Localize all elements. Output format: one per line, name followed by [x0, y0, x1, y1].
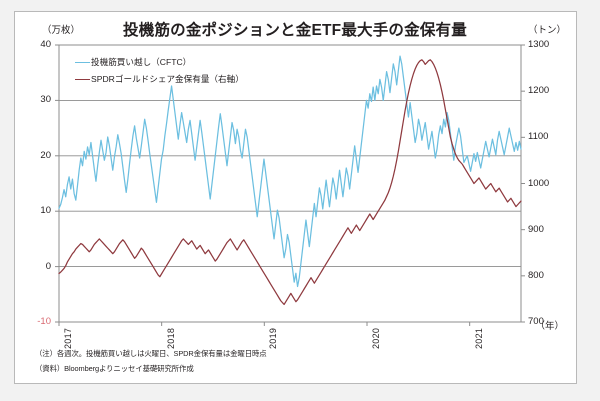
left-axis-tick-3: 10 — [40, 205, 51, 217]
chart-source: （資料）Bloombergよりニッセイ基礎研究所作成 — [35, 364, 194, 373]
left-axis-tick-0: 40 — [40, 39, 51, 50]
chart-inner: 投機筋の金ポジションと金ETF最大手の金保有量 （万枚） （トン） （年） 40… — [15, 12, 576, 383]
left-axis-tick-1: 30 — [40, 94, 51, 106]
right-axis-tick-4: 900 — [528, 223, 544, 235]
right-axis-tick-5: 800 — [528, 269, 544, 281]
right-axis-unit-label: （トン） — [527, 25, 566, 36]
legend-item-spdr-label: SPDRゴールドシェア金保有量（右軸） — [91, 74, 244, 84]
right-axis-tick-6: 700 — [528, 316, 544, 327]
chart-plot — [55, 44, 525, 326]
chart-note: （注）各週次。投機筋買い越しは火曜日、SPDR金保有量は金曜日時点 — [35, 349, 267, 358]
left-axis-unit-label: （万枚） — [42, 25, 81, 36]
x-axis-tick-2020: 2020 — [371, 327, 381, 349]
left-axis-tick-5: -10 — [37, 316, 51, 327]
right-axis-tick-2: 1100 — [528, 131, 549, 143]
x-axis-unit-label: （年） — [535, 321, 564, 332]
right-axis-tick-1: 1200 — [528, 85, 550, 97]
legend-item-cftc-swatch — [75, 62, 90, 63]
x-axis-tick-2017: 2017 — [63, 327, 73, 349]
left-axis-tick-2: 20 — [40, 149, 51, 161]
left-axis-tick-4: 0 — [45, 260, 51, 272]
x-axis-tick-2018: 2018 — [165, 327, 176, 349]
x-axis-tick-2021: 2021 — [473, 327, 484, 349]
chart-card: 投機筋の金ポジションと金ETF最大手の金保有量 （万枚） （トン） （年） 40… — [14, 11, 577, 384]
legend-item-cftc-label: 投機筋買い越し（CFTC） — [91, 57, 192, 67]
legend-item-spdr-swatch — [75, 79, 90, 80]
right-axis-tick-3: 1000 — [528, 177, 550, 189]
page-title: 投機筋の金ポジションと金ETF最大手の金保有量 — [123, 22, 467, 39]
right-axis-tick-0: 1300 — [528, 39, 550, 50]
x-axis-tick-2019: 2019 — [268, 327, 279, 349]
